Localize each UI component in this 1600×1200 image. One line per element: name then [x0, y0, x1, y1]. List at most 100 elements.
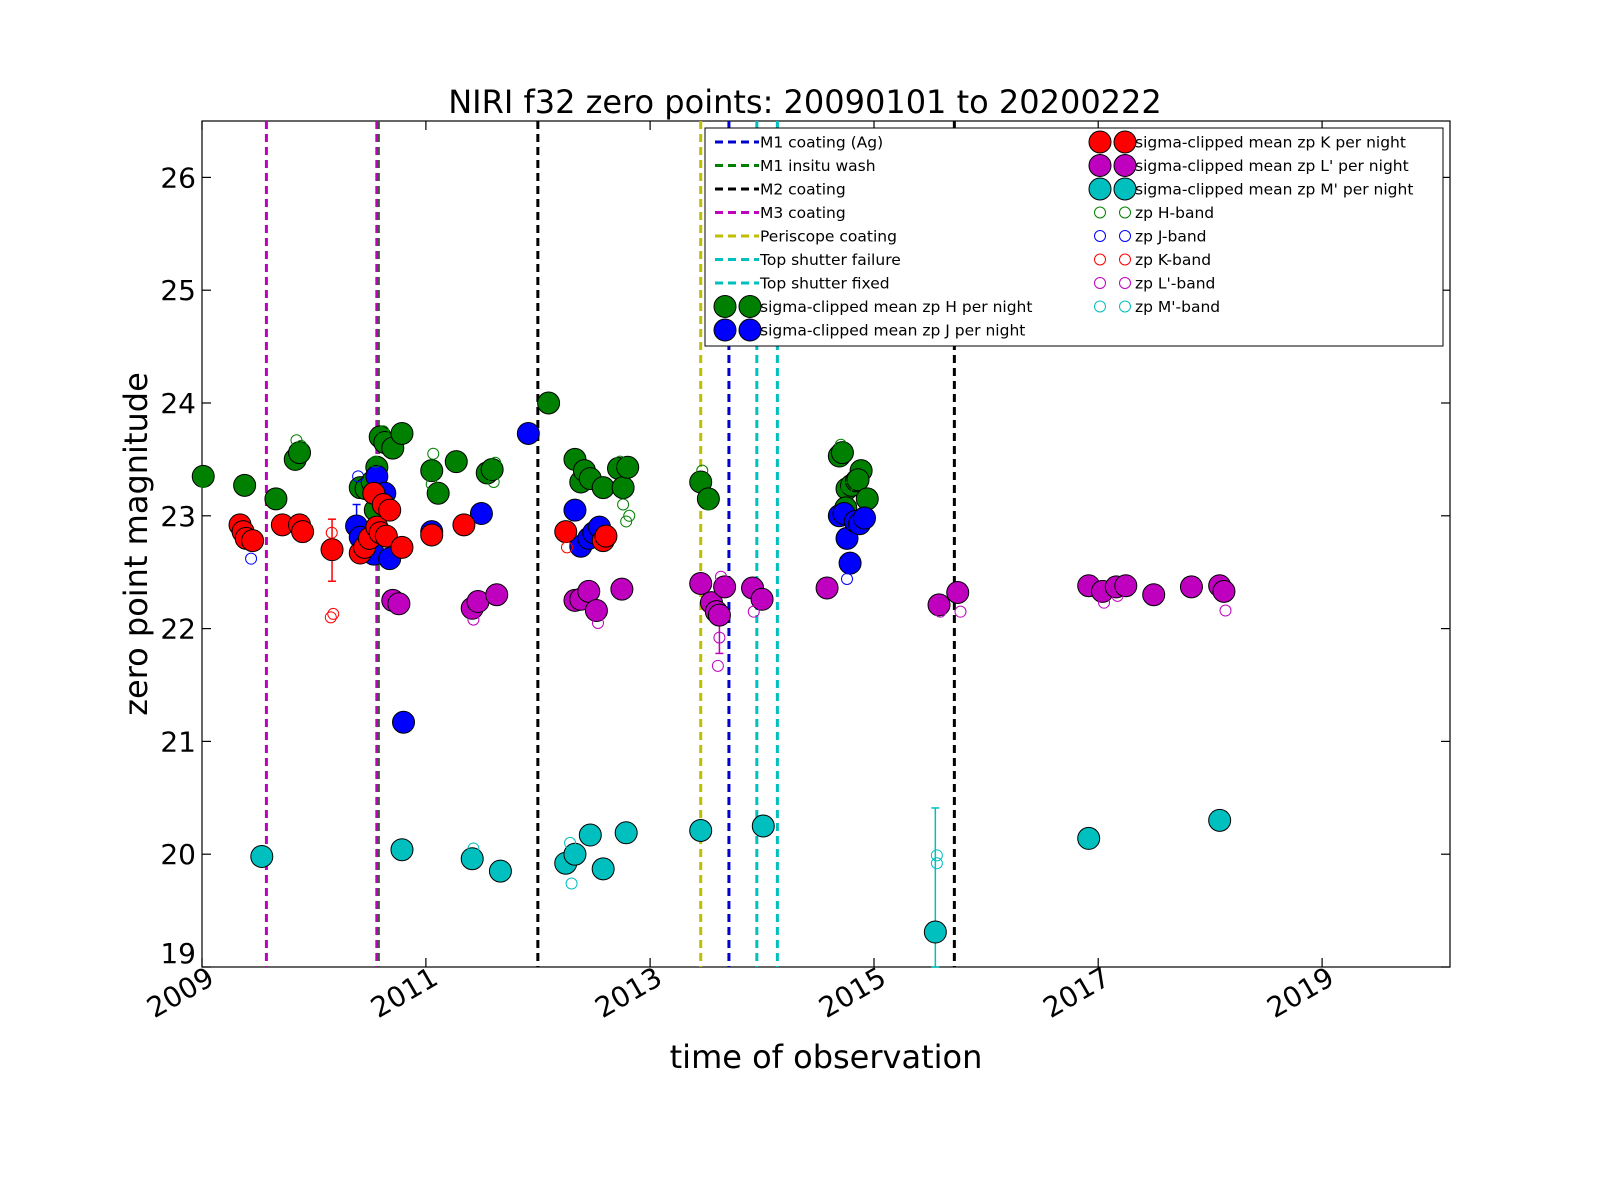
point-7-3: [560, 541, 573, 554]
point-8-0: [467, 613, 480, 626]
point-9-0: [467, 842, 480, 855]
y-tick-label-1: 20: [160, 838, 196, 871]
legend-entry-12: zp H-band: [1094, 204, 1214, 222]
point-2-17: [390, 535, 414, 559]
series-6: [245, 470, 863, 585]
legend-entry-10: sigma-clipped mean zp L' per night: [1088, 154, 1409, 177]
point-4-2: [460, 847, 484, 871]
x-axis-title: time of observation: [670, 1038, 983, 1076]
series-3: [381, 571, 1236, 627]
legend-swatch: [1094, 277, 1106, 289]
legend-entry-15: zp L'-band: [1094, 275, 1215, 293]
legend-swatch: [1119, 277, 1131, 289]
point-5-2: [295, 439, 308, 452]
point-4-7: [591, 857, 615, 881]
legend-entry-0: M1 coating (Ag): [715, 134, 883, 152]
point-0-25: [611, 476, 635, 500]
point-5-3: [377, 425, 390, 438]
point-5-7: [487, 475, 500, 488]
legend-swatch: [1094, 253, 1106, 266]
point-6-1: [352, 470, 365, 483]
point-3-18: [927, 593, 951, 617]
legend-entry-16: zp M'-band: [1094, 298, 1220, 316]
y-tick-label-0: 19: [160, 937, 196, 970]
y-tick-label-5: 24: [160, 387, 196, 420]
point-6-3: [850, 521, 863, 534]
legend-swatch: [1113, 177, 1137, 201]
point-3-19: [946, 581, 970, 605]
legend-label: zp M'-band: [1135, 298, 1220, 316]
legend-swatch: [1119, 206, 1131, 219]
legend-label: sigma-clipped mean zp M' per night: [1135, 181, 1413, 199]
x-tick-label-0: 2009: [141, 960, 219, 1024]
point-5-8: [489, 456, 502, 469]
legend-label: zp L'-band: [1135, 275, 1215, 293]
chart-title: NIRI f32 zero points: 20090101 to 202002…: [448, 83, 1162, 121]
point-3-1: [387, 592, 411, 616]
legend-swatch: [1119, 253, 1131, 266]
y-tick-label-2: 21: [160, 725, 196, 758]
legend-swatch: [1088, 154, 1112, 177]
point-5-9: [614, 455, 627, 468]
point-1-8: [469, 502, 493, 526]
point-0-26: [616, 455, 640, 479]
point-4-9: [689, 819, 713, 843]
point-4-1: [390, 838, 414, 862]
point-0-13: [420, 459, 444, 483]
point-4-11: [923, 920, 947, 944]
series-5: [197, 425, 854, 528]
legend-entry-8: sigma-clipped mean zp J per night: [713, 318, 1025, 342]
point-8-7: [954, 605, 967, 618]
legend-label: M1 insitu wash: [760, 157, 876, 175]
point-4-0: [250, 844, 274, 868]
x-tick-label-1: 2011: [365, 960, 443, 1024]
point-7-0: [324, 611, 337, 624]
x-tick-label-4: 2017: [1037, 960, 1115, 1024]
point-8-6: [934, 605, 947, 618]
point-3-10: [689, 571, 713, 595]
legend-swatch: [1088, 130, 1112, 154]
point-0-14: [426, 481, 450, 505]
legend-label: M2 coating: [760, 181, 846, 199]
point-5-16: [841, 481, 854, 494]
legend-entry-11: sigma-clipped mean zp M' per night: [1088, 177, 1413, 201]
legend-label: sigma-clipped mean zp J per night: [760, 322, 1025, 340]
point-6-0: [245, 552, 258, 565]
point-3-4: [485, 583, 509, 607]
point-3-9: [610, 577, 634, 601]
point-3-8: [584, 599, 608, 623]
y-tick-label-4: 23: [160, 500, 196, 533]
series-8: [467, 570, 1232, 672]
point-0-35: [846, 468, 870, 492]
legend-entry-4: Periscope coating: [715, 228, 897, 246]
x-tick-label-2: 2013: [589, 960, 667, 1024]
x-tick-label-5: 2019: [1261, 960, 1339, 1024]
y-tick-label-3: 22: [160, 613, 196, 646]
point-0-4: [288, 441, 312, 465]
point-5-17: [702, 498, 715, 511]
data-points: [191, 391, 1236, 944]
point-0-2: [264, 487, 288, 511]
point-1-21: [852, 506, 876, 530]
legend-entry-13: zp J-band: [1094, 228, 1207, 246]
point-1-18: [838, 551, 862, 575]
point-0-23: [591, 476, 615, 500]
legend-box: [704, 127, 1444, 347]
point-4-13: [1208, 808, 1232, 832]
point-2-22: [594, 524, 618, 548]
point-0-1: [233, 473, 257, 497]
point-2-6: [291, 520, 315, 544]
legend: M1 coating (Ag) M1 insitu wash M2 coating M…: [704, 127, 1444, 347]
legend-label: Top shutter fixed: [759, 275, 890, 293]
legend-entry-5: Top shutter failure: [715, 251, 901, 269]
legend-label: M3 coating: [760, 204, 846, 222]
point-5-0: [197, 475, 210, 488]
point-9-1: [564, 836, 577, 849]
point-2-3: [241, 529, 265, 553]
point-3-14: [713, 575, 737, 599]
point-0-30: [830, 441, 854, 465]
point-8-10: [1219, 604, 1232, 617]
point-0-12: [390, 421, 414, 445]
point-8-4: [714, 570, 727, 583]
